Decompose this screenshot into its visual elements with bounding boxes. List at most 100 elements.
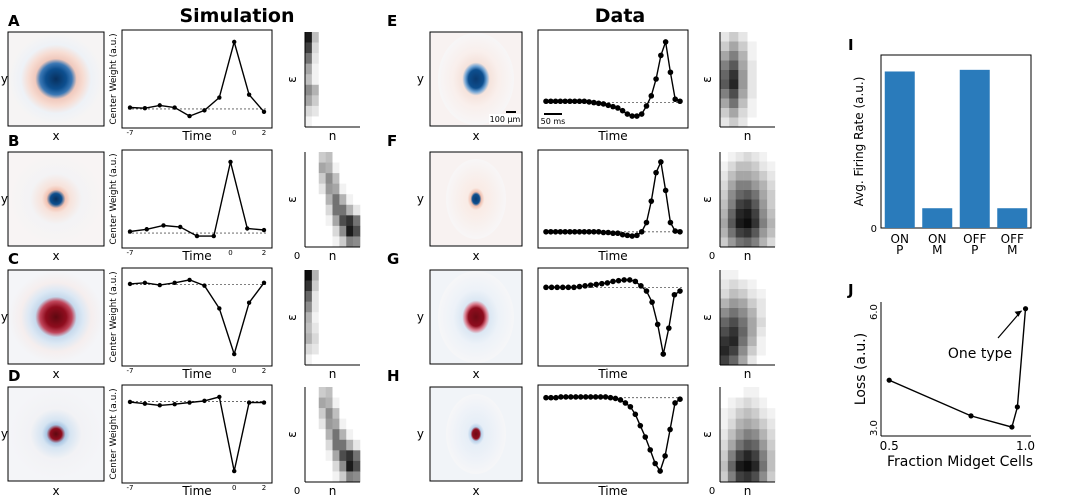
heatmap-cell <box>756 289 767 299</box>
heatmap-cell <box>751 450 760 462</box>
heatmap-cell <box>305 471 313 483</box>
temporal-point <box>217 95 222 100</box>
rf-field <box>9 388 103 480</box>
temporal-point <box>667 219 674 226</box>
heatmap-cell <box>727 180 737 191</box>
temporal-point <box>547 98 554 105</box>
heatmap-cell <box>311 429 320 441</box>
heatmap-cell <box>735 397 744 409</box>
heatmap-cell <box>751 418 760 430</box>
heatmap-cell <box>318 270 326 281</box>
heatmap-cell <box>318 74 326 86</box>
heatmap-cell <box>353 173 361 184</box>
heatmap-cell <box>311 194 320 206</box>
temporal-point <box>662 39 669 45</box>
rf-x-label: x <box>472 367 479 381</box>
heatmap-cell <box>759 199 768 210</box>
heatmap-cell <box>747 355 757 366</box>
heatmap-cell <box>325 408 333 419</box>
temporal-point <box>557 98 564 105</box>
heatmap-cell <box>325 225 333 237</box>
heatmap-cell <box>767 429 776 441</box>
heatmap-cell <box>727 228 737 238</box>
temporal-point <box>653 76 659 82</box>
temporal-point <box>217 306 222 311</box>
heatmap-cell <box>735 439 744 451</box>
x-tick-label: 1.0 <box>1016 439 1035 453</box>
heatmap-cell <box>318 152 326 163</box>
heatmap-cell <box>727 190 737 200</box>
heatmap-cell <box>318 418 326 430</box>
heatmap-cell <box>759 180 768 191</box>
temporal-point <box>662 187 669 194</box>
heatmap-cell <box>311 291 320 302</box>
space-scale-bg <box>489 114 521 124</box>
temporal-point <box>576 283 583 290</box>
heatmap-cell <box>765 60 776 71</box>
temporal-point <box>581 228 588 235</box>
temporal-point <box>576 98 583 105</box>
temporal-point <box>605 102 612 109</box>
heatmap-cell <box>332 42 340 54</box>
heatmap-cell <box>305 84 313 96</box>
heatmap-y-label: ε <box>700 76 714 83</box>
temporal-point <box>543 228 549 235</box>
heatmap-h <box>719 387 776 483</box>
temporal-point <box>543 284 549 291</box>
heatmap-y-label: ε <box>285 431 299 438</box>
loss-point <box>968 413 974 419</box>
temporal-point <box>638 228 645 235</box>
heatmap-cell <box>735 190 744 200</box>
chart-j: J 0.5 1.0 3.0 6.0 Fraction Midget Cells Loss (… <box>847 281 1035 470</box>
heatmap-cell <box>318 408 326 419</box>
temporal-point <box>643 103 650 109</box>
heatmap-cell <box>339 95 347 107</box>
temporal-line <box>129 396 264 472</box>
heatmap-cell <box>346 152 354 163</box>
heatmap-cell <box>325 471 333 483</box>
heatmap-cell <box>346 183 354 195</box>
heatmap-cell <box>767 190 776 200</box>
heatmap-cell <box>743 228 752 238</box>
temporal-x-label: Time <box>597 484 627 498</box>
heatmap-cell <box>727 209 737 219</box>
heatmap-cell <box>305 63 313 75</box>
heatmap-cell <box>756 108 767 118</box>
heatmap-cell <box>729 298 739 309</box>
temporal-point <box>600 229 607 236</box>
heatmap-cell <box>332 418 340 430</box>
heatmap-cell <box>751 152 760 162</box>
heatmap-cell <box>743 439 752 451</box>
heatmap-cell <box>325 460 333 472</box>
heatmap-cell <box>346 95 354 107</box>
heatmap-y-label: ε <box>700 196 714 203</box>
heatmap-cell <box>311 397 320 409</box>
temporal-plot-d <box>121 384 273 484</box>
heatmap-cell <box>756 117 767 128</box>
heatmap-cell <box>325 194 333 206</box>
heatmap-cell <box>346 301 354 313</box>
heatmap-cell <box>332 471 340 483</box>
heatmap-cell <box>756 89 767 99</box>
temporal-point <box>577 394 584 400</box>
panel-h: Hx y Time n ε 0 <box>387 367 776 498</box>
temporal-point <box>581 98 588 105</box>
heatmap-cell <box>759 408 768 419</box>
heatmap-d <box>304 387 361 483</box>
heatmap-cell <box>759 171 768 181</box>
heatmap-cell <box>720 152 729 162</box>
heatmap-cell <box>729 327 739 337</box>
temporal-x-label: Time <box>181 249 211 263</box>
temporal-point <box>621 277 627 283</box>
heatmap-cell <box>339 460 347 472</box>
heatmap-cell <box>318 301 326 313</box>
heatmap-y-label: ε <box>700 431 714 438</box>
heatmap-cell <box>747 270 757 280</box>
heatmap-cell <box>346 162 354 174</box>
heatmap-cell <box>318 194 326 206</box>
heatmap-cell <box>325 204 333 216</box>
heatmap-cell <box>765 317 776 328</box>
heatmap-cell <box>720 408 729 419</box>
heatmap-cell <box>332 152 340 163</box>
